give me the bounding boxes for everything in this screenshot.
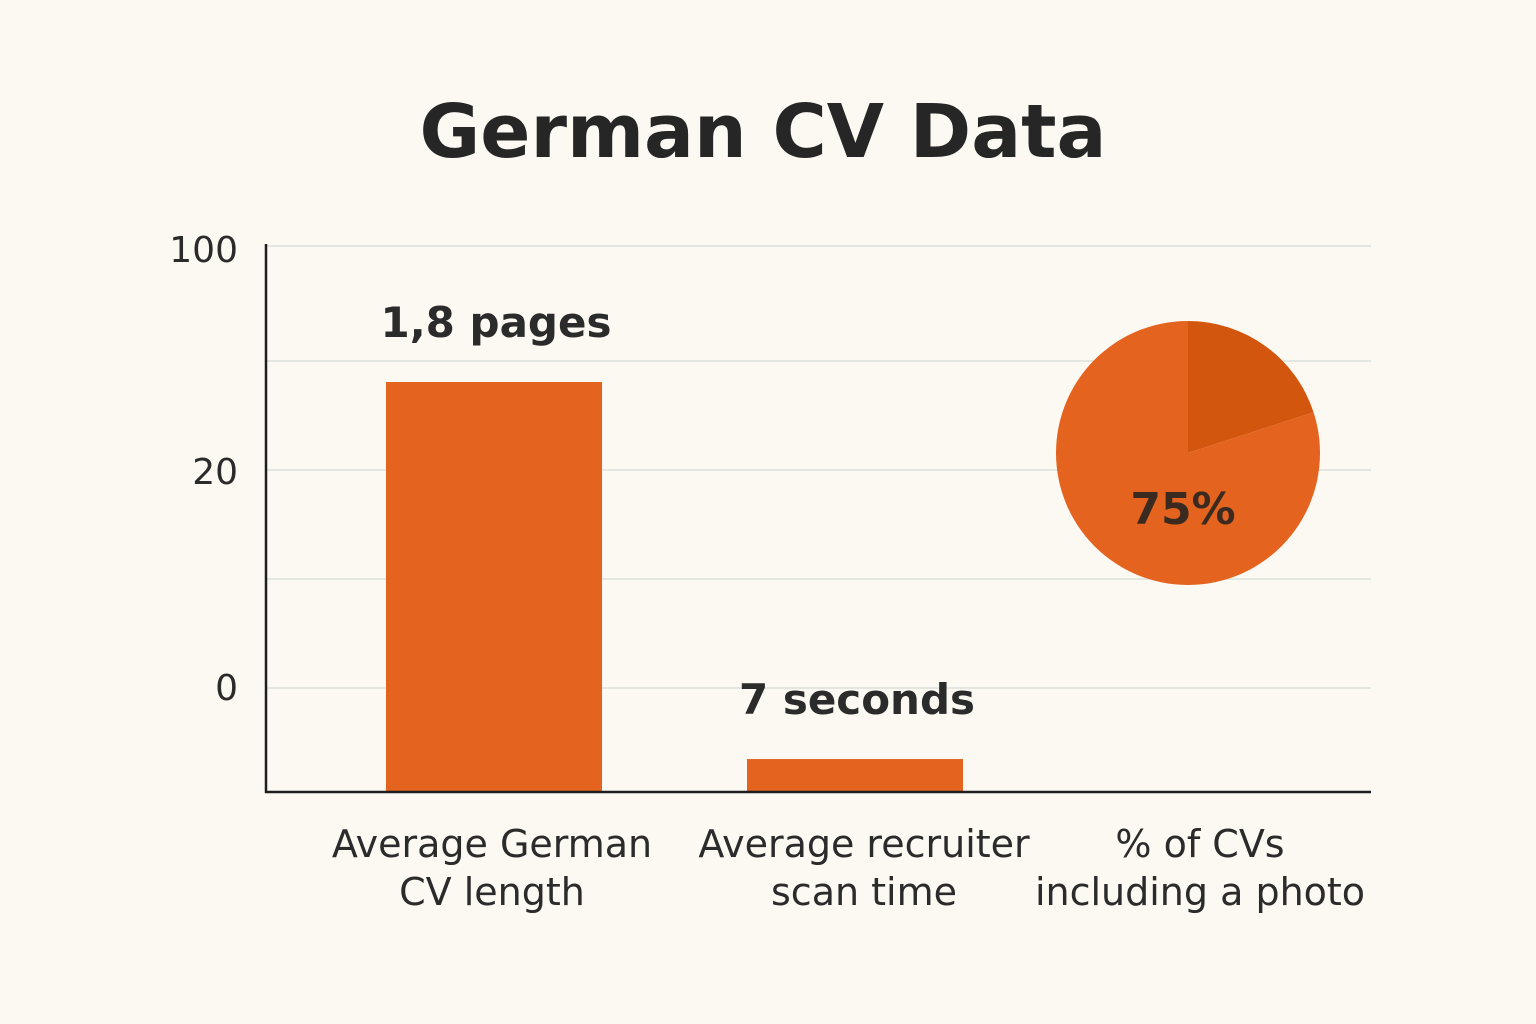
category-label: Average German CV length bbox=[332, 822, 652, 914]
category-label: Average recruiter scan time bbox=[698, 822, 1030, 914]
y-tick-label: 20 bbox=[192, 452, 238, 493]
bar-value-label: 7 seconds bbox=[739, 675, 975, 724]
y-tick-label: 100 bbox=[169, 230, 238, 271]
category-labels: Average German CV length Average recruiter… bbox=[332, 822, 1365, 914]
category-label: % of CVs including a photo bbox=[1035, 822, 1365, 914]
category-label-line: Average German bbox=[332, 822, 652, 866]
pie-value-label: 75% bbox=[1130, 484, 1235, 535]
category-label-line: CV length bbox=[399, 870, 585, 914]
category-label-line: including a photo bbox=[1035, 870, 1365, 914]
category-label-line: Average recruiter bbox=[698, 822, 1030, 866]
category-label-line: scan time bbox=[771, 870, 957, 914]
category-label-line: % of CVs bbox=[1115, 822, 1284, 866]
bars: 1,8 pages 7 seconds bbox=[381, 298, 975, 792]
pie-slice-0 bbox=[1188, 321, 1314, 453]
bar-0 bbox=[386, 382, 602, 792]
y-axis-ticks: 100 20 0 bbox=[169, 230, 238, 709]
y-tick-label: 0 bbox=[215, 668, 238, 709]
bar-value-label: 1,8 pages bbox=[381, 298, 612, 347]
bar-1 bbox=[747, 759, 963, 792]
chart-title: German CV Data bbox=[420, 89, 1107, 175]
pie-slice-1 bbox=[1056, 321, 1320, 585]
pie-chart: 75% bbox=[1056, 321, 1320, 585]
